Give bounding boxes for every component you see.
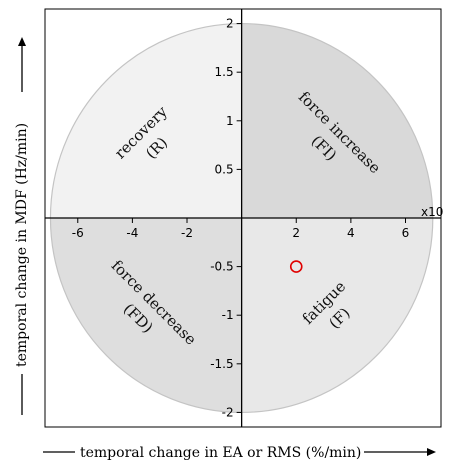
x-tick-label: 2 [292, 226, 300, 240]
y-tick-label: 2 [226, 17, 234, 31]
y-axis-arrow-head [18, 37, 26, 46]
x-tick-label: -2 [181, 226, 193, 240]
x-tick-label: -4 [126, 226, 138, 240]
y-tick-label: -1.5 [210, 357, 233, 371]
x-axis-arrow-head [427, 448, 436, 456]
quadrant-recovery [50, 23, 242, 219]
x-tick-label: -6 [72, 226, 84, 240]
y-axis-title-group: temporal change in MDF (Hz/min) [14, 37, 30, 415]
x-tick-label: 6 [402, 226, 410, 240]
y-tick-label: 0.5 [215, 162, 234, 176]
y-tick-label: 1 [226, 114, 234, 128]
y-axis-title: temporal change in MDF (Hz/min) [14, 123, 30, 367]
quadrant-force-decrease [50, 218, 242, 413]
quadrant-sectors [49, 22, 434, 414]
data-points [289, 260, 303, 273]
quadrant-fatigue [241, 218, 433, 413]
data-point [289, 260, 303, 273]
x-axis-title: temporal change in EA or RMS (%/min) [80, 445, 361, 461]
x-tick-label: 4 [347, 226, 355, 240]
y-tick-label: -0.5 [210, 260, 233, 274]
x-multiplier-label: x10 [421, 205, 443, 219]
x-axis-title-group: temporal change in EA or RMS (%/min) [43, 445, 436, 461]
y-tick-label: 1.5 [215, 65, 234, 79]
quadrant-force-increase [241, 23, 433, 219]
y-tick-label: -2 [222, 405, 234, 419]
y-tick-label: -1 [222, 308, 234, 322]
plot-frame [44, 8, 442, 428]
axis-ticks: -6 -4 -2 2 4 6 2 1.5 1 0.5 -0.5 -1 -1.5 -2 [72, 17, 410, 420]
